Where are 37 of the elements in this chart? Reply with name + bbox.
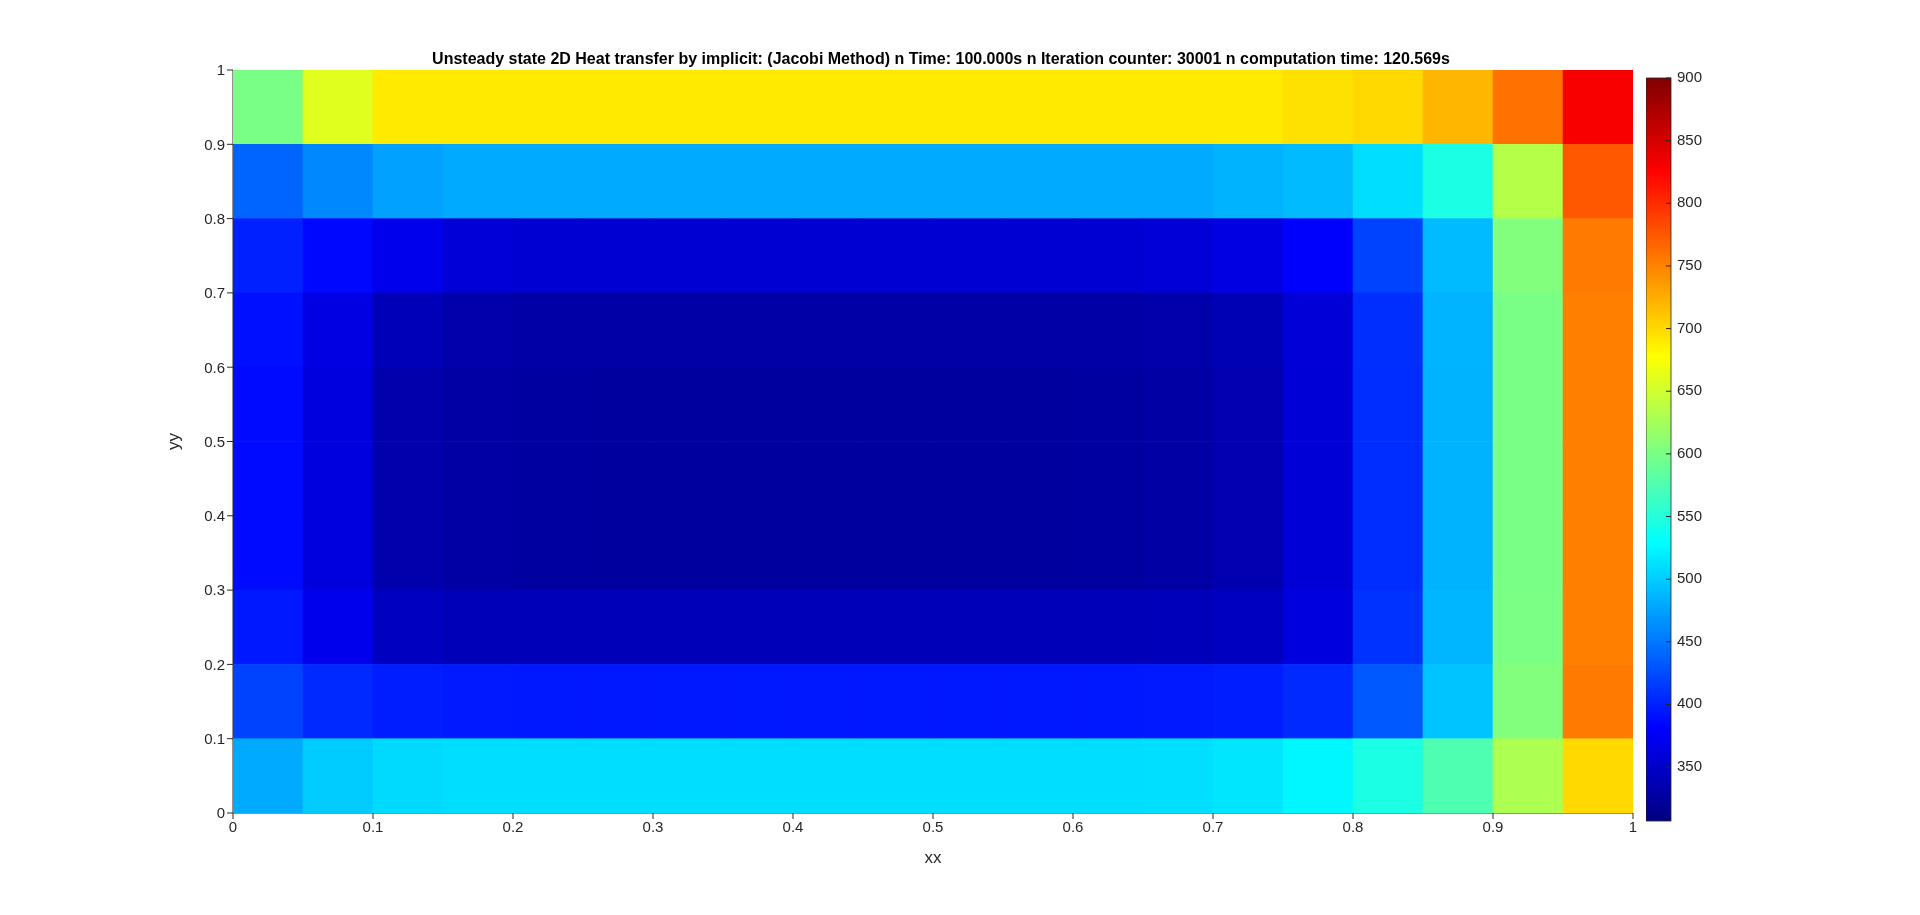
x-tick-label: 0.8	[1342, 817, 1364, 835]
x-tick-label: 0.4	[782, 817, 804, 835]
y-tick-label: 0.7	[204, 284, 225, 302]
y-tick-label: 0.3	[204, 581, 225, 599]
color-bar-label: 650	[1677, 381, 1703, 399]
x-tick-label: 0.2	[502, 817, 524, 835]
x-tick-label: 0.1	[362, 817, 384, 835]
color-bar-label: 550	[1677, 506, 1703, 524]
color-bar-label: 450	[1677, 631, 1703, 649]
y-tick-label: 0.6	[204, 358, 225, 376]
x-tick-label: 0	[228, 817, 238, 835]
y-tick-label: 0.5	[204, 432, 225, 450]
x-tick-label: 0.7	[1202, 817, 1224, 835]
chart-title: Unsteady state 2D Heat transfer by implicit: (Jacobi Method) n Time: 100.000s n Iteration counter: 30001 n computation time: 120.569s	[431, 50, 1451, 68]
y-tick-label: 0.1	[204, 730, 225, 748]
x-tick-label: 0.9	[1482, 817, 1504, 835]
color-bar-label: 700	[1677, 318, 1703, 336]
color-bar-label: 350	[1677, 757, 1703, 775]
x-axis-title: xx	[924, 848, 942, 867]
y-tick-label: 0.9	[204, 135, 225, 153]
x-tick-label: 0.6	[1062, 817, 1084, 835]
color-bar-label: 750	[1677, 255, 1703, 273]
color-bar-label: 500	[1677, 569, 1703, 587]
color-bar-label: 800	[1677, 193, 1703, 211]
x-tick-label: 0.5	[922, 817, 944, 835]
x-tick-label: 0.3	[642, 817, 664, 835]
color-bar-label: 600	[1677, 443, 1703, 461]
color-bar-label: 400	[1677, 694, 1703, 712]
y-tick-label: 0.8	[204, 209, 225, 227]
y-tick-label: 0.2	[204, 655, 225, 673]
color-bar-label: 850	[1677, 130, 1703, 148]
y-tick-label: 1	[216, 61, 225, 79]
x-tick-label: 1	[1628, 817, 1638, 835]
y-axis-title: yy	[164, 432, 184, 450]
color-bar-label: 900	[1677, 67, 1703, 85]
y-tick-label: 0	[216, 804, 225, 822]
y-tick-label: 0.4	[204, 507, 225, 525]
